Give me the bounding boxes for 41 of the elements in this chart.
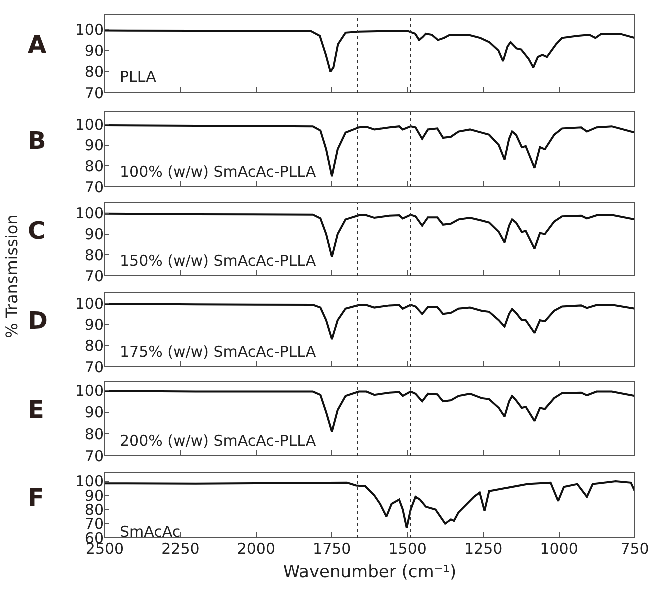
text: F <box>28 484 44 512</box>
y-tick-label: 70 <box>84 84 104 102</box>
annotation: 100% (w/w) SmAcAc-PLLA <box>120 163 317 181</box>
y-tick-label: 70 <box>84 358 104 376</box>
y-tick-label: 70 <box>84 178 104 196</box>
x-tick-label: 1500 <box>388 540 427 558</box>
text: A <box>28 31 47 59</box>
x-tick-label: 750 <box>620 540 650 558</box>
y-tick-label: 70 <box>84 267 104 286</box>
x-tick-label: 2000 <box>237 540 276 558</box>
y-tick-label: 100 <box>75 116 104 134</box>
y-tick-label: 80 <box>84 337 104 356</box>
annotation: PLLA <box>120 68 158 86</box>
annotation: 200% (w/w) SmAcAc-PLLA <box>120 432 317 450</box>
y-tick-label: 80 <box>84 157 104 176</box>
y-tick-label: 70 <box>84 447 104 466</box>
y-tick-label: 90 <box>84 404 104 422</box>
y-tick-label: 90 <box>84 226 104 244</box>
text: B <box>28 127 46 155</box>
y-tick-label: 80 <box>84 425 104 444</box>
x-tick-label: 1750 <box>313 540 352 558</box>
x-tick-label: 2250 <box>162 540 200 558</box>
text: C <box>28 217 46 245</box>
x-tick-label: 1250 <box>464 540 503 558</box>
annotation: SmAcAc <box>120 523 181 541</box>
y-tick-label: 100 <box>75 294 104 313</box>
text: D <box>28 307 48 335</box>
x-axis-title: Wavenumber (cm⁻¹) <box>283 562 457 582</box>
x-tick-label: 1000 <box>540 540 578 558</box>
text: E <box>28 396 44 424</box>
y-tick-label: 90 <box>84 42 104 60</box>
y-tick-label: 100 <box>75 204 104 223</box>
annotation: 150% (w/w) SmAcAc-PLLA <box>120 252 317 270</box>
y-tick-label: 100 <box>75 382 104 400</box>
y-axis-title: % Transmission <box>2 214 21 338</box>
y-tick-label: 80 <box>84 246 104 264</box>
y-tick-label: 90 <box>84 136 104 155</box>
annotation: 175% (w/w) SmAcAc-PLLA <box>120 343 317 361</box>
y-tick-label: 90 <box>84 316 104 334</box>
y-tick-label: 100 <box>75 21 104 40</box>
y-tick-label: 80 <box>84 63 104 82</box>
